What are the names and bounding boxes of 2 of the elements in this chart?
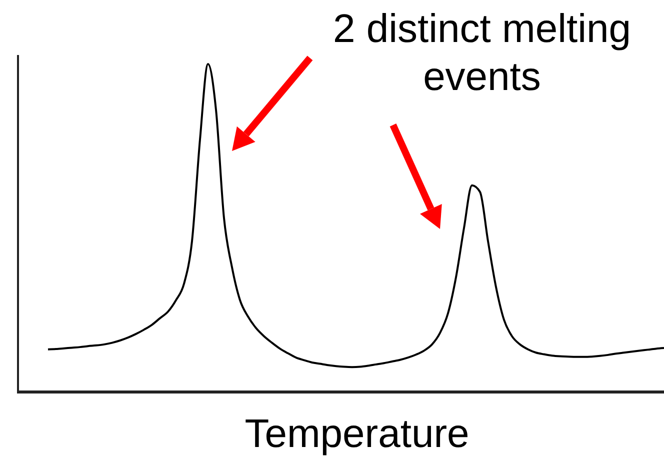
annotation: 2 distinct melting events — [333, 7, 631, 99]
x-axis-title: Temperature — [244, 412, 470, 456]
